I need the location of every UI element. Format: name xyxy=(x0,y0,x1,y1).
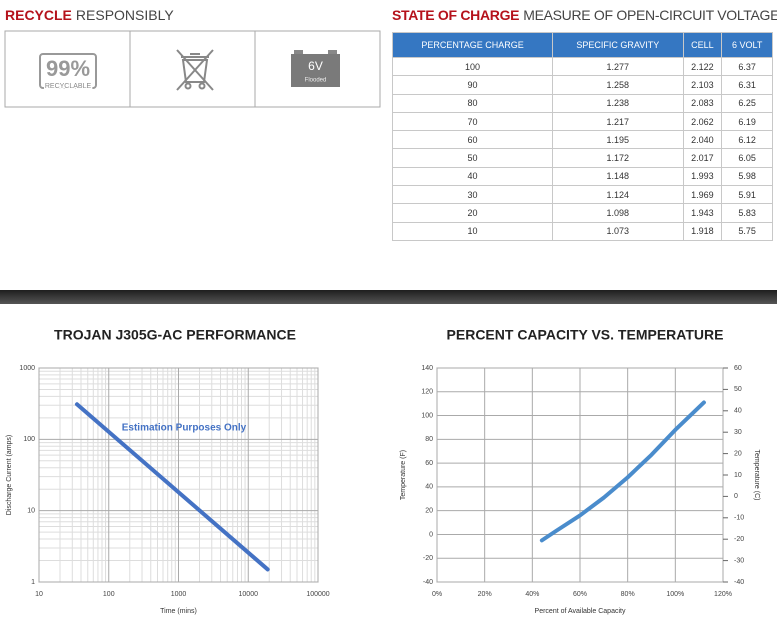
x-axis-label: Time (mins) xyxy=(160,608,197,615)
annotation: Estimation Purposes Only xyxy=(122,423,247,434)
table-row: 90 1.258 2.103 6.31 xyxy=(391,75,773,95)
x-tick-label: 120% xyxy=(714,591,732,598)
y-tick-label: 1 xyxy=(31,579,35,586)
no-bin-icon xyxy=(176,49,214,91)
column-header: CELL xyxy=(682,32,723,58)
recyclable-badge: 99% RECYCLABLE xyxy=(39,53,97,91)
table-cell: 6.31 xyxy=(721,75,773,95)
y-tick-label: 10 xyxy=(27,508,35,515)
table-cell: 10 xyxy=(391,221,554,241)
heading-text: RESPONSIBLY xyxy=(75,7,174,23)
y2-tick-label: 60 xyxy=(734,365,742,372)
section-band xyxy=(0,290,777,304)
table-cell: 5.91 xyxy=(721,185,773,205)
y2-axis-label: Temperature (C) xyxy=(753,450,760,501)
x-tick-label: 20% xyxy=(478,591,492,598)
x-tick-label: 40% xyxy=(525,591,539,598)
column-header: PERCENTAGE CHARGE xyxy=(391,32,554,58)
chart-title: TROJAN J305G-AC PERFORMANCE xyxy=(54,327,296,343)
x-tick-label: 1000 xyxy=(171,591,187,598)
recycle-heading: RECYCLE RESPONSIBLY xyxy=(5,7,174,23)
x-tick-label: 100% xyxy=(666,591,684,598)
data-line xyxy=(74,402,270,572)
y-tick-label: 1000 xyxy=(19,365,35,372)
table-row: 100 1.277 2.122 6.37 xyxy=(391,56,773,77)
table-row: 40 1.148 1.993 5.98 xyxy=(391,166,773,187)
x-tick-label: 80% xyxy=(621,591,635,598)
heading-bold: RECYCLE xyxy=(5,7,72,23)
y-tick-label: 20 xyxy=(425,508,433,515)
x-tick-label: 0% xyxy=(432,591,442,598)
y2-tick-label: 30 xyxy=(734,429,742,436)
table-row: 10 1.073 1.918 5.75 xyxy=(391,221,773,241)
y2-tick-label: -10 xyxy=(734,515,744,522)
battery-voltage: 6V xyxy=(308,59,323,73)
x-tick-label: 10 xyxy=(35,591,43,598)
data-line xyxy=(539,400,706,543)
icon-box xyxy=(4,30,381,108)
soc-table: PERCENTAGE CHARGE SPECIFIC GRAVITY CELL 6 V… xyxy=(391,32,773,241)
y-tick-label: -20 xyxy=(423,555,433,562)
battery-icon: 6V Flooded xyxy=(291,50,340,87)
x-tick-label: 100000 xyxy=(306,591,329,598)
y2-tick-label: 10 xyxy=(734,472,742,479)
y-tick-label: 100 xyxy=(421,412,433,419)
table-row: 70 1.217 2.062 6.19 xyxy=(391,111,773,132)
y-axis-label: Temperature (F) xyxy=(400,450,407,500)
y-tick-label: -40 xyxy=(423,579,433,586)
y2-tick-label: 50 xyxy=(734,386,742,393)
y-tick-label: 40 xyxy=(425,484,433,491)
y-tick-label: 140 xyxy=(421,365,433,372)
badge-value: 99% xyxy=(46,56,90,81)
table-cell: 1.073 xyxy=(552,221,684,241)
x-axis-label: Percent of Available Capacity xyxy=(535,608,626,615)
x-tick-label: 100 xyxy=(103,591,115,598)
y2-tick-label: -30 xyxy=(734,557,744,564)
soc-heading: STATE OF CHARGE MEASURE OF OPEN-CIRCUIT V… xyxy=(392,7,777,23)
y-axis-label: Discharge Current (amps) xyxy=(6,435,13,516)
heading-bold: STATE OF CHARGE xyxy=(392,7,520,23)
y-tick-label: 0 xyxy=(429,531,433,538)
heading-text: MEASURE OF OPEN-CIRCUIT VOLTAGE xyxy=(523,7,777,23)
y2-tick-label: -20 xyxy=(734,536,744,543)
table-row: 20 1.098 1.943 5.83 xyxy=(391,203,773,223)
y2-tick-label: 0 xyxy=(734,493,738,500)
y-tick-label: 60 xyxy=(425,460,433,467)
table-cell: 5.75 xyxy=(721,221,773,241)
x-tick-label: 10000 xyxy=(239,591,259,598)
y2-tick-label: 20 xyxy=(734,450,742,457)
battery-type: Flooded xyxy=(305,78,327,84)
y2-tick-label: -40 xyxy=(734,579,744,586)
chart-title: PERCENT CAPACITY VS. TEMPERATURE xyxy=(447,327,724,343)
y-tick-label: 80 xyxy=(425,436,433,443)
y-tick-label: 120 xyxy=(421,389,433,396)
y2-tick-label: 40 xyxy=(734,408,742,415)
y-tick-label: 100 xyxy=(23,436,35,443)
x-tick-label: 60% xyxy=(573,591,587,598)
badge-label: RECYCLABLE xyxy=(45,83,92,90)
